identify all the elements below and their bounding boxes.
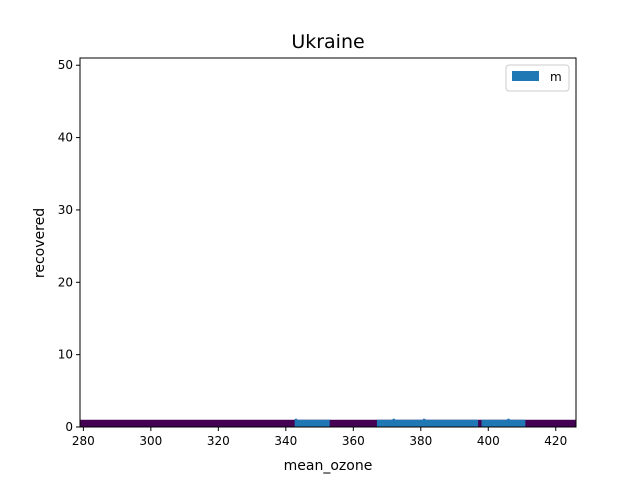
x-tick-label-280: 280: [72, 434, 95, 448]
x-tick-label-400: 400: [477, 434, 500, 448]
plot-area: [80, 418, 576, 427]
y-tick-label-0: 0: [65, 420, 73, 434]
x-tick-label-420: 420: [544, 434, 567, 448]
bar-4: [481, 419, 526, 427]
legend-swatch: [512, 71, 539, 81]
y-axis: 0 10 20 30 40 50: [58, 58, 80, 434]
x-tick-label-300: 300: [139, 434, 162, 448]
x-axis: 280 300 320 340 360 380 400 420: [72, 427, 567, 448]
y-tick-label-40: 40: [58, 131, 73, 145]
y-tick-label-10: 10: [58, 348, 73, 362]
bar-2: [376, 419, 425, 427]
y-axis-label: recovered: [32, 208, 48, 278]
y-tick-label-20: 20: [58, 275, 73, 289]
x-tick-label-360: 360: [342, 434, 365, 448]
bar-1: [295, 419, 330, 427]
x-tick-label-380: 380: [409, 434, 432, 448]
bar-3: [424, 419, 479, 427]
x-tick-label-340: 340: [274, 434, 297, 448]
legend-entry-m: m: [550, 70, 562, 84]
x-tick-label-320: 320: [207, 434, 230, 448]
x-axis-label: mean_ozone: [284, 458, 373, 474]
legend: m: [505, 64, 570, 92]
y-tick-label-50: 50: [58, 58, 73, 72]
plot-frame: [79, 57, 577, 428]
y-tick-label-30: 30: [58, 203, 73, 217]
chart-title: Ukraine: [291, 31, 364, 53]
